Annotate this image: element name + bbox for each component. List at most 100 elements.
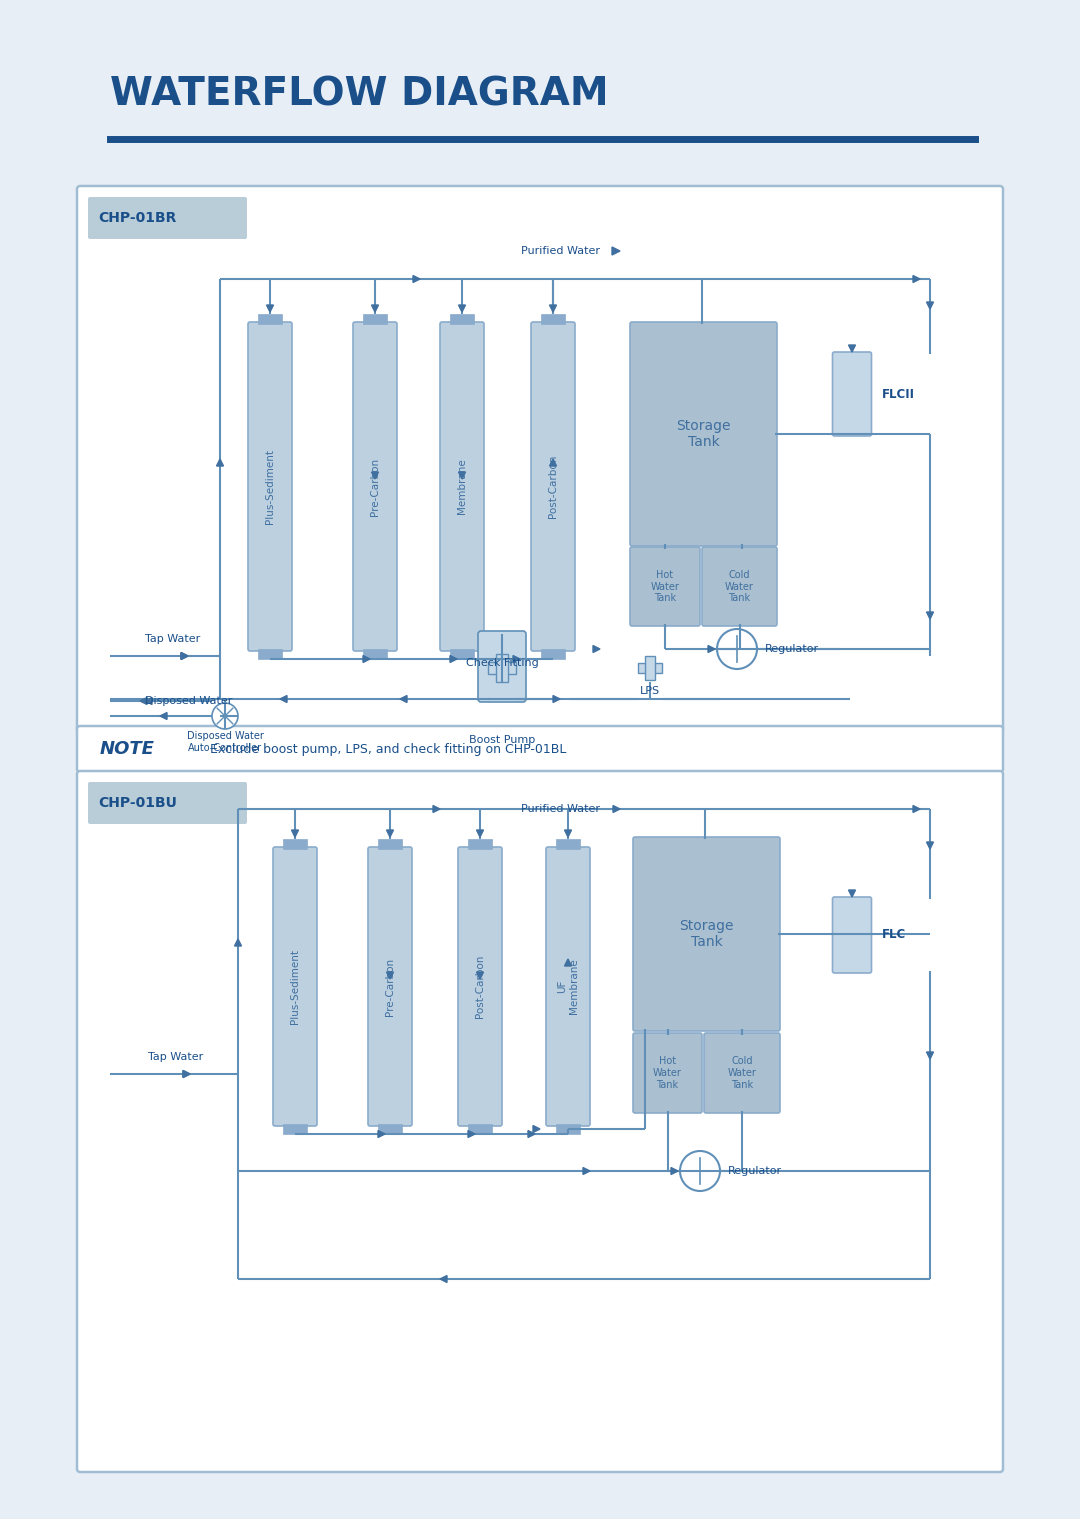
Polygon shape	[927, 302, 933, 308]
FancyBboxPatch shape	[77, 772, 1003, 1472]
Polygon shape	[216, 459, 224, 466]
Polygon shape	[145, 697, 152, 705]
Polygon shape	[468, 1130, 475, 1138]
Text: Regulator: Regulator	[765, 644, 819, 655]
Polygon shape	[234, 939, 242, 946]
Polygon shape	[553, 696, 561, 702]
Text: Purified Water: Purified Water	[521, 246, 600, 257]
Polygon shape	[612, 248, 620, 255]
Polygon shape	[671, 1168, 678, 1174]
FancyBboxPatch shape	[458, 848, 502, 1126]
FancyBboxPatch shape	[833, 898, 872, 974]
Text: Membrane: Membrane	[457, 459, 467, 515]
Bar	[283, 1124, 307, 1135]
Text: Post-Carbon: Post-Carbon	[475, 955, 485, 1018]
Polygon shape	[450, 656, 457, 662]
Circle shape	[680, 1151, 720, 1191]
Polygon shape	[280, 696, 287, 702]
Bar	[556, 838, 580, 849]
Polygon shape	[583, 1168, 590, 1174]
Polygon shape	[387, 829, 393, 837]
Text: Plus-Sediment: Plus-Sediment	[291, 949, 300, 1024]
Bar	[258, 314, 282, 324]
Bar	[378, 838, 402, 849]
Text: Check Fitting: Check Fitting	[465, 658, 538, 668]
Polygon shape	[183, 1071, 190, 1077]
Circle shape	[717, 629, 757, 668]
Polygon shape	[440, 1276, 447, 1282]
Polygon shape	[433, 805, 440, 813]
Text: FLCII: FLCII	[882, 387, 915, 401]
Polygon shape	[927, 612, 933, 620]
Text: Post-Carbon: Post-Carbon	[548, 454, 558, 518]
FancyBboxPatch shape	[77, 185, 1003, 732]
Polygon shape	[459, 472, 465, 478]
Bar	[488, 662, 516, 673]
Polygon shape	[459, 305, 465, 311]
Text: Purified Water: Purified Water	[521, 804, 600, 814]
Text: Tap Water: Tap Water	[145, 633, 200, 644]
Bar	[497, 655, 508, 682]
Text: CHP-01BU: CHP-01BU	[98, 796, 177, 810]
Polygon shape	[528, 1130, 535, 1138]
FancyBboxPatch shape	[630, 322, 777, 545]
Bar	[556, 1124, 580, 1135]
Text: WATERFLOW DIAGRAM: WATERFLOW DIAGRAM	[110, 76, 609, 114]
Text: Pre-Carbon: Pre-Carbon	[384, 957, 395, 1016]
Bar	[378, 1124, 402, 1135]
Polygon shape	[387, 972, 393, 980]
FancyBboxPatch shape	[546, 848, 590, 1126]
Bar	[541, 649, 565, 659]
Text: Boost Pump: Boost Pump	[469, 735, 535, 744]
Text: Plus-Sediment: Plus-Sediment	[265, 450, 275, 524]
FancyBboxPatch shape	[87, 782, 247, 823]
Bar	[468, 1124, 492, 1135]
Text: Cold
Water
Tank: Cold Water Tank	[728, 1056, 756, 1089]
Polygon shape	[708, 646, 715, 653]
Bar	[363, 649, 387, 659]
Polygon shape	[927, 1053, 933, 1059]
Text: FLC: FLC	[882, 928, 906, 942]
Polygon shape	[565, 958, 571, 966]
FancyBboxPatch shape	[531, 322, 575, 652]
Bar	[450, 314, 474, 324]
Polygon shape	[400, 696, 407, 702]
FancyBboxPatch shape	[440, 322, 484, 652]
Text: Disposed Water
Auto-Controller: Disposed Water Auto-Controller	[187, 731, 264, 752]
Polygon shape	[476, 972, 484, 980]
FancyBboxPatch shape	[633, 1033, 702, 1113]
Polygon shape	[372, 472, 378, 478]
Bar	[638, 664, 662, 673]
Polygon shape	[913, 805, 920, 813]
FancyBboxPatch shape	[353, 322, 397, 652]
FancyBboxPatch shape	[704, 1033, 780, 1113]
Text: UF
Membrane: UF Membrane	[557, 958, 579, 1015]
Text: Cold
Water
Tank: Cold Water Tank	[725, 570, 754, 603]
Polygon shape	[913, 275, 920, 283]
Text: NOTE: NOTE	[100, 740, 154, 758]
Text: Storage
Tank: Storage Tank	[679, 919, 733, 949]
Polygon shape	[849, 345, 855, 352]
FancyBboxPatch shape	[273, 848, 318, 1126]
Polygon shape	[140, 697, 147, 705]
Text: Exclude boost pump, LPS, and check fitting on CHP-01BL: Exclude boost pump, LPS, and check fitti…	[210, 743, 566, 755]
FancyBboxPatch shape	[368, 848, 411, 1126]
Text: Hot
Water
Tank: Hot Water Tank	[653, 1056, 681, 1089]
FancyBboxPatch shape	[77, 726, 1003, 772]
Polygon shape	[476, 829, 484, 837]
Polygon shape	[183, 1071, 190, 1077]
Bar	[363, 314, 387, 324]
Polygon shape	[292, 829, 298, 837]
Polygon shape	[267, 305, 273, 311]
Polygon shape	[927, 842, 933, 849]
Polygon shape	[593, 646, 600, 653]
FancyBboxPatch shape	[478, 630, 526, 702]
FancyBboxPatch shape	[702, 547, 777, 626]
FancyBboxPatch shape	[630, 547, 700, 626]
Polygon shape	[550, 305, 556, 311]
Text: Pre-Carbon: Pre-Carbon	[370, 457, 380, 515]
Polygon shape	[160, 712, 167, 720]
Polygon shape	[378, 1130, 384, 1138]
Text: Disposed Water: Disposed Water	[145, 696, 232, 706]
Bar	[258, 649, 282, 659]
